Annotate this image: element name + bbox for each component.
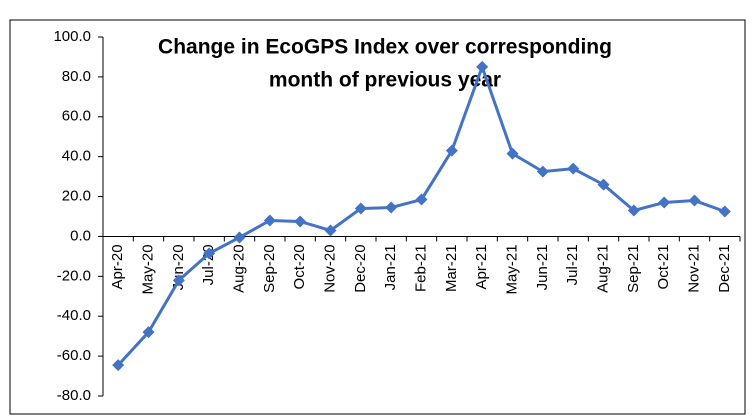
marker — [294, 215, 307, 228]
marker — [536, 165, 549, 178]
chart-title: month of previous year — [269, 69, 501, 92]
x-tick-label: Aug-20 — [230, 244, 247, 292]
x-tick-label: Aug-21 — [594, 244, 611, 292]
marker — [658, 196, 671, 209]
marker — [688, 194, 701, 207]
marker — [172, 274, 185, 287]
x-tick-label: Nov-20 — [321, 244, 338, 292]
y-tick-label: -60.0 — [57, 347, 91, 364]
marker — [445, 144, 458, 157]
x-tick-label: Oct-20 — [291, 244, 308, 289]
y-tick-label: -80.0 — [57, 387, 91, 404]
marker — [233, 231, 246, 244]
marker — [627, 204, 640, 217]
marker — [112, 359, 125, 372]
x-tick-label: May-20 — [139, 244, 156, 294]
x-tick-label: Jul-21 — [564, 244, 581, 285]
marker — [324, 224, 337, 237]
x-tick-label: Apr-21 — [473, 244, 490, 289]
marker — [718, 205, 731, 218]
y-tick-label: -20.0 — [57, 267, 91, 284]
y-tick-label: 40.0 — [62, 148, 91, 165]
y-tick-label: 0.0 — [70, 227, 91, 244]
x-tick-label: May-21 — [503, 244, 520, 294]
y-tick-label: 100.0 — [53, 28, 91, 45]
x-tick-label: Dec-20 — [352, 244, 369, 292]
marker — [415, 193, 428, 206]
marker — [142, 326, 155, 339]
x-tick-label: Jan-21 — [382, 244, 399, 290]
y-tick-label: -40.0 — [57, 307, 91, 324]
y-tick-label: 60.0 — [62, 108, 91, 125]
marker — [263, 214, 276, 227]
y-tick-label: 80.0 — [62, 68, 91, 85]
marker — [567, 162, 580, 175]
x-tick-label: Apr-20 — [109, 244, 126, 289]
marker — [476, 60, 489, 73]
y-tick-label: 20.0 — [62, 188, 91, 205]
x-tick-label: Sep-21 — [625, 244, 642, 292]
marker — [597, 178, 610, 191]
x-tick-label: Oct-21 — [655, 244, 672, 289]
chart-title: Change in EcoGPS Index over correspondin… — [158, 36, 612, 59]
x-tick-label: Nov-21 — [685, 244, 702, 292]
x-tick-label: Feb-21 — [412, 244, 429, 292]
x-tick-label: Mar-21 — [443, 244, 460, 292]
x-tick-label: Jun-21 — [534, 244, 551, 290]
x-tick-label: Sep-20 — [261, 244, 278, 292]
marker — [203, 247, 216, 260]
marker — [385, 201, 398, 214]
x-tick-label: Dec-21 — [716, 244, 733, 292]
marker — [506, 147, 519, 160]
marker — [354, 202, 367, 215]
